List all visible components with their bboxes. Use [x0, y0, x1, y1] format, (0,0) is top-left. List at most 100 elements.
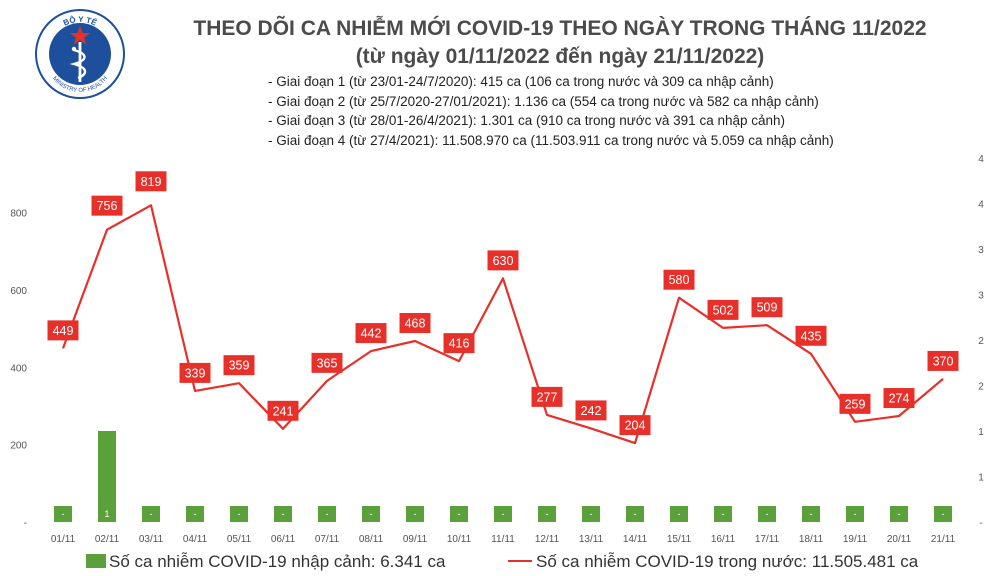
imported-cases-bar: [582, 506, 600, 522]
left-axis-tick: 600: [10, 286, 27, 297]
imported-cases-bar: [670, 506, 688, 522]
domestic-cases-label-box: [663, 269, 695, 290]
imported-cases-bar-label: -: [810, 509, 813, 519]
domestic-cases-label-box: [355, 323, 387, 344]
right-axis-tick: 2: [978, 382, 984, 393]
imported-cases-bar: [450, 506, 468, 522]
domestic-cases-data-label: 449: [53, 324, 74, 338]
imported-cases-bar: [318, 506, 336, 522]
legend-bar-swatch: [86, 554, 106, 568]
covid-cases-chart: - 200 400 600 800 - 1 1 2 2 3 3 4 4 - 1 - - - - - - - - - - - - - - - -…: [10, 154, 984, 545]
domestic-cases-label-box: [267, 400, 299, 421]
imported-cases-bar: [494, 506, 512, 522]
domestic-cases-data-label: 242: [581, 404, 602, 418]
domestic-cases-data-label: 819: [141, 175, 162, 189]
domestic-cases-label-box: [839, 393, 871, 414]
x-axis-tick: 07/11: [315, 534, 340, 545]
imported-cases-bar: [802, 506, 820, 522]
period-note-2: - Giai đoạn 2 (từ 25/7/2020-27/01/2021):…: [268, 93, 819, 109]
legend-line-swatch: [508, 560, 532, 562]
domestic-cases-label-box: [135, 171, 167, 192]
period-note-1: - Giai đoạn 1 (từ 23/01-24/7/2020): 415 …: [268, 74, 774, 89]
imported-cases-bar-label: 1: [104, 509, 109, 519]
domestic-cases-data-label: 442: [361, 327, 382, 341]
x-axis-tick: 03/11: [139, 534, 164, 545]
domestic-cases-label-box: [707, 299, 739, 320]
logo-top-text: BỘ Y TẾ: [62, 15, 99, 28]
period-note-4: - Giai đoạn 4 (từ 27/4/2021): 11.508.970…: [268, 132, 834, 148]
domestic-cases-data-label: 756: [97, 199, 118, 213]
ministry-of-health-logo: BỘ Y TẾ MINISTRY OF HEALTH: [34, 8, 126, 100]
x-axis-tick: 01/11: [51, 534, 76, 545]
imported-cases-bar-label: -: [942, 509, 945, 519]
chart-subtitle: (từ ngày 01/11/2022 đến ngày 21/11/2022): [355, 45, 765, 68]
x-axis-tick: 06/11: [271, 534, 296, 545]
domestic-cases-label-box: [795, 325, 827, 346]
x-axis-tick: 04/11: [183, 534, 208, 545]
svg-text:BỘ Y TẾ: BỘ Y TẾ: [62, 15, 99, 28]
imported-cases-bar-label: -: [502, 509, 505, 519]
imported-cases-bar-label: -: [326, 509, 329, 519]
domestic-cases-label-box: [91, 195, 123, 216]
domestic-cases-label-box: [927, 350, 959, 371]
domestic-cases-label-box: [575, 400, 607, 421]
domestic-cases-data-label: 509: [757, 301, 778, 315]
imported-cases-bar: [890, 506, 908, 522]
imported-cases-bar-label: -: [282, 509, 285, 519]
imported-cases-bar-label: -: [194, 509, 197, 519]
imported-cases-bar: [934, 506, 952, 522]
imported-cases-bar-label: -: [414, 509, 417, 519]
period-note-3: - Giai đoạn 3 (từ 28/01-26/4/2021): 1.30…: [268, 113, 786, 128]
period-notes: - Giai đoạn 1 (từ 23/01-24/7/2020): 415 …: [268, 72, 834, 150]
imported-cases-bar: [362, 506, 380, 522]
imported-cases-bar-label: -: [150, 509, 153, 519]
domestic-cases-label-box: [619, 415, 651, 436]
x-axis-tick: 12/11: [535, 534, 560, 545]
domestic-cases-data-label: 277: [537, 390, 558, 404]
right-axis-tick: 3: [978, 245, 984, 256]
imported-cases-bar: [98, 431, 116, 522]
domestic-cases-label-box: [751, 297, 783, 318]
x-axis-tick: 18/11: [799, 534, 824, 545]
domestic-cases-data-label: 468: [405, 317, 426, 331]
imported-cases-bar-label: -: [766, 509, 769, 519]
imported-cases-bar: [714, 506, 732, 522]
domestic-cases-label-box: [531, 386, 563, 407]
legend-domestic-label: Số ca nhiễm COVID-19 trong nước: 11.505.…: [536, 552, 919, 571]
domestic-cases-data-label: 416: [449, 337, 470, 351]
imported-cases-bar: [538, 506, 556, 522]
imported-cases-bar-label: -: [546, 509, 549, 519]
right-axis-tick: 1: [978, 473, 984, 484]
x-axis-tick: 17/11: [755, 534, 780, 545]
imported-cases-bar: [758, 506, 776, 522]
x-axis-tick: 08/11: [359, 534, 384, 545]
domestic-cases-data-label: 370: [933, 354, 954, 368]
x-axis-tick: 19/11: [843, 534, 868, 545]
imported-cases-bar-label: -: [370, 509, 373, 519]
imported-cases-bar: [54, 506, 72, 522]
x-axis-tick: 10/11: [447, 534, 472, 545]
domestic-cases-data-label: 359: [229, 359, 250, 373]
imported-cases-bar: [274, 506, 292, 522]
x-axis-tick: 21/11: [931, 534, 956, 545]
domestic-cases-label-box: [223, 355, 255, 376]
imported-cases-bar-label: -: [62, 509, 65, 519]
domestic-cases-label-box: [883, 388, 915, 409]
domestic-cases-label-box: [311, 352, 343, 373]
imported-cases-bar-label: -: [854, 509, 857, 519]
x-axis-tick: 15/11: [667, 534, 692, 545]
x-axis-tick: 13/11: [579, 534, 604, 545]
imported-cases-bar-label: -: [634, 509, 637, 519]
x-axis-tick: 09/11: [403, 534, 428, 545]
imported-cases-bar-label: -: [590, 509, 593, 519]
domestic-cases-data-label: 580: [669, 273, 690, 287]
domestic-cases-line: [61, 204, 944, 445]
domestic-cases-data-label: 365: [317, 356, 338, 370]
domestic-cases-data-label: 241: [273, 404, 294, 418]
right-axis-tick: 3: [978, 291, 984, 302]
domestic-cases-data-label: 435: [801, 329, 822, 343]
domestic-cases-label-box: [443, 333, 475, 354]
legend-imported-cases: Số ca nhiễm COVID-19 nhập cảnh: 6.341 ca: [86, 552, 445, 572]
domestic-cases-label-box: [487, 250, 519, 271]
right-axis-tick: -: [979, 518, 982, 529]
